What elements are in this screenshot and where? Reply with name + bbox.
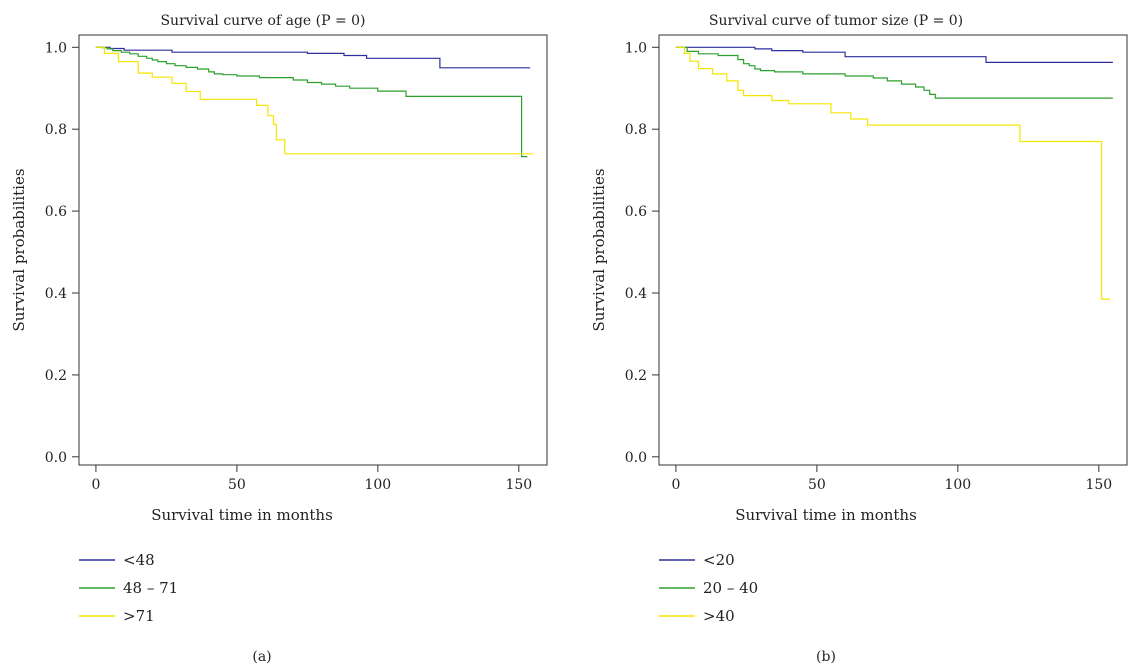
- x-tick-label: 100: [364, 477, 391, 493]
- y-axis-label: Survival probabilities: [10, 168, 28, 331]
- series-line: [675, 46, 1113, 99]
- y-tick-label: 0.8: [45, 122, 67, 138]
- x-tick-label: 0: [91, 477, 100, 493]
- legend: <20 20 – 40 >40: [659, 551, 758, 625]
- chart-title: Survival curve of tumor size (P = 0): [709, 13, 963, 29]
- panel-sub-label: (a): [252, 649, 271, 665]
- x-axis-label: Survival time in months: [151, 506, 333, 524]
- series-line: [95, 46, 528, 158]
- plot-frame: [658, 34, 1128, 466]
- x-tick-label: 100: [944, 477, 971, 493]
- y-tick-label: 0.6: [45, 204, 67, 220]
- plot-frame: [78, 34, 548, 466]
- legend-label: 48 – 71: [123, 579, 178, 597]
- y-tick-label: 1.0: [625, 40, 647, 56]
- curves: [95, 46, 533, 158]
- y-tick-label: 0.2: [45, 368, 67, 384]
- y-tick-label: 0.8: [625, 122, 647, 138]
- panel-sub-label: (b): [816, 649, 836, 665]
- series-line: [675, 46, 1111, 300]
- chart-a: Survival curve of age (P = 0) Survival p…: [10, 13, 548, 665]
- curves: [675, 46, 1113, 300]
- y-tick-label: 0.0: [625, 450, 647, 466]
- legend-label: >71: [123, 607, 155, 625]
- panel-a: Survival curve of age (P = 0) Survival p…: [0, 0, 567, 671]
- axes: 0 50 100 150 0.0 0.2 0.4 0.6 0.8 1.0: [625, 40, 1112, 493]
- x-tick-label: 150: [1085, 477, 1112, 493]
- series-line: [95, 46, 531, 69]
- y-tick-label: 0.0: [45, 450, 67, 466]
- legend-label: >40: [703, 607, 735, 625]
- x-tick-label: 150: [505, 477, 532, 493]
- x-tick-label: 0: [671, 477, 680, 493]
- panel-b: Survival curve of tumor size (P = 0) Sur…: [580, 0, 1135, 671]
- series-line: [675, 46, 1113, 63]
- y-tick-label: 1.0: [45, 40, 67, 56]
- chart-title: Survival curve of age (P = 0): [160, 13, 365, 29]
- legend-label: 20 – 40: [703, 579, 758, 597]
- legend-label: <48: [123, 551, 155, 569]
- chart-b: Survival curve of tumor size (P = 0) Sur…: [590, 13, 1128, 665]
- y-tick-label: 0.6: [625, 204, 647, 220]
- x-tick-label: 50: [808, 477, 826, 493]
- x-axis-label: Survival time in months: [735, 506, 917, 524]
- legend: <48 48 – 71 >71: [79, 551, 178, 625]
- x-tick-label: 50: [228, 477, 246, 493]
- y-axis-label: Survival probabilities: [590, 168, 608, 331]
- y-tick-label: 0.2: [625, 368, 647, 384]
- legend-label: <20: [703, 551, 735, 569]
- y-tick-label: 0.4: [625, 286, 647, 302]
- axes: 0 50 100 150 0.0 0.2 0.4 0.6 0.8 1.0: [45, 40, 532, 493]
- y-tick-label: 0.4: [45, 286, 67, 302]
- series-line: [95, 46, 533, 155]
